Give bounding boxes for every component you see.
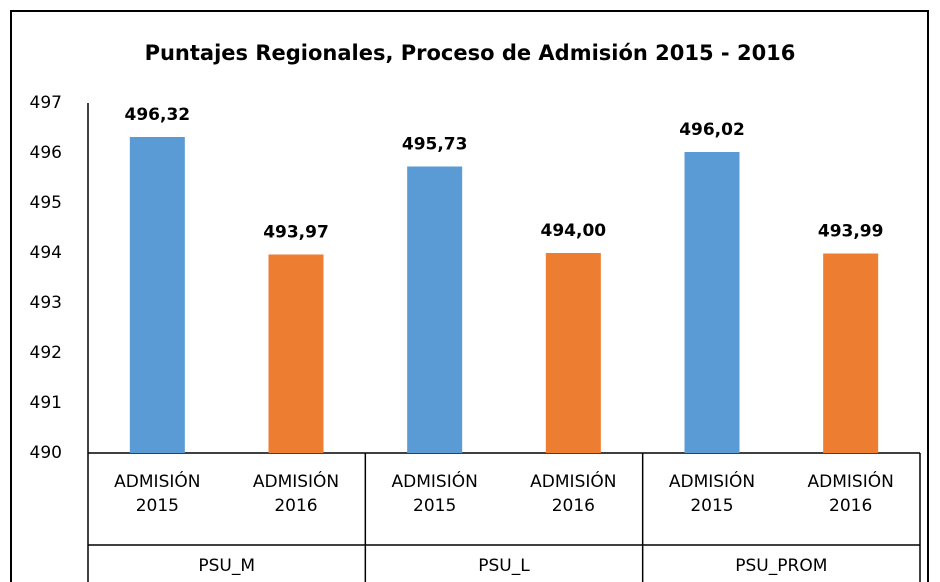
bar (545, 253, 601, 453)
bar (684, 152, 740, 453)
value-label: 493,99 (818, 222, 884, 242)
bar (129, 137, 185, 453)
value-label: 493,97 (263, 223, 329, 243)
x-tick-label: ADMISIÓN 2015 (668, 472, 756, 516)
y-tick-label: 495 (30, 193, 62, 213)
chart-title: Puntajes Regionales, Proceso de Admisión… (145, 41, 796, 65)
bar (823, 253, 879, 453)
value-label: 496,32 (125, 105, 191, 125)
y-tick-label: 496 (30, 143, 62, 163)
y-tick-label: 497 (30, 93, 62, 113)
x-tick-label: ADMISIÓN 2016 (252, 472, 340, 516)
y-tick-label: 491 (30, 393, 62, 413)
y-tick-label: 494 (30, 243, 62, 263)
y-tick-label: 490 (30, 443, 62, 463)
group-label: PSU_M (198, 556, 255, 576)
chart-border (10, 10, 929, 582)
y-tick-label: 492 (30, 343, 62, 363)
x-tick-label: ADMISIÓN 2016 (530, 472, 617, 516)
group-label: PSU_L (478, 556, 530, 576)
value-label: 496,02 (679, 120, 745, 140)
x-tick-label: ADMISIÓN 2015 (391, 472, 478, 516)
value-label: 494,00 (541, 221, 607, 241)
x-tick-label: ADMISIÓN 2015 (114, 472, 201, 516)
y-tick-label: 493 (30, 293, 62, 313)
bar (268, 254, 324, 453)
bar (407, 166, 463, 453)
group-label: PSU_PROM (735, 556, 827, 576)
x-tick-label: ADMISIÓN 2016 (807, 472, 894, 516)
value-label: 495,73 (402, 135, 468, 155)
